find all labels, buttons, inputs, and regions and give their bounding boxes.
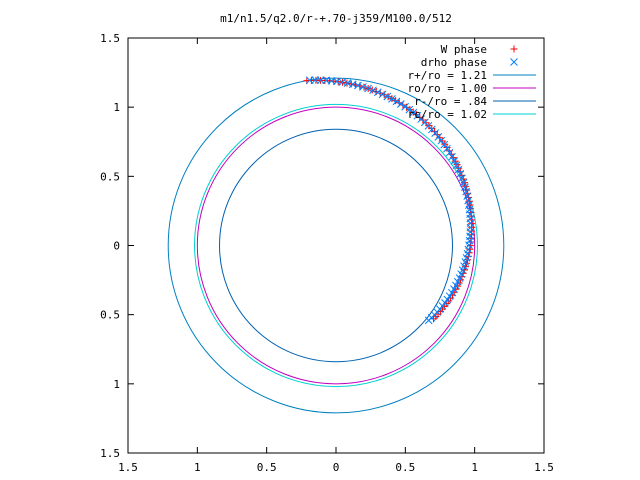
drho-phase-point xyxy=(460,262,468,270)
drho-phase-point xyxy=(392,97,401,106)
drho-phase-point xyxy=(450,157,459,165)
drho-phase-point xyxy=(378,90,387,99)
legend-item-4: ro/ro = 1.00 xyxy=(408,82,536,95)
legend-item-5: r-/ro = .84 xyxy=(414,95,536,108)
drho-phase-point xyxy=(374,88,382,97)
drho-phase-point xyxy=(445,292,454,301)
drho-phase-point xyxy=(364,84,372,93)
drho-phase-point xyxy=(452,161,461,170)
drho-phase-point xyxy=(311,76,320,84)
legend-label: rc/ro = 1.02 xyxy=(408,108,487,121)
x-tick-label: 1.5 xyxy=(118,461,138,474)
drho-phase-point xyxy=(457,270,466,278)
legend-item-6: rc/ro = 1.02 xyxy=(408,108,536,121)
legend-label: ro/ro = 1.00 xyxy=(408,82,487,95)
drho-phase-point xyxy=(462,187,470,196)
drho-phase-point xyxy=(348,80,357,89)
x-tick-label: 1.5 xyxy=(534,461,554,474)
x-tick-label: 0 xyxy=(333,461,340,474)
x-tick-label: 1 xyxy=(194,461,201,474)
y-tick-label: 0.5 xyxy=(100,170,120,183)
legend-label: W phase xyxy=(441,43,487,56)
y-tick-label: 1.5 xyxy=(100,32,120,45)
drho-phase-point xyxy=(434,133,443,141)
drho-phase-point xyxy=(354,81,362,90)
legend-swatch xyxy=(510,45,518,53)
drho-phase-point xyxy=(359,83,367,91)
y-tick-label: 1.5 xyxy=(100,447,120,460)
drho-phase-point xyxy=(383,92,392,101)
drho-phase-point xyxy=(458,174,466,183)
w-phase-point xyxy=(376,89,384,97)
legend-label: r+/ro = 1.21 xyxy=(408,69,487,82)
drho-phase-point xyxy=(445,148,454,157)
drho-phase-point xyxy=(459,178,468,187)
y-tick-label: 1 xyxy=(113,101,120,114)
circle-series-2 xyxy=(196,106,476,385)
drho-phase-point xyxy=(405,105,414,114)
drho-phase-point xyxy=(448,288,456,297)
drho-phase-point xyxy=(454,165,463,174)
drho-phase-point xyxy=(443,295,452,304)
drho-phase-point xyxy=(369,86,377,95)
drho-phase-point xyxy=(396,100,405,108)
w-phase-point xyxy=(334,78,342,86)
drho-phase-point xyxy=(458,266,467,274)
circle-series-4 xyxy=(194,103,478,388)
chart-title: m1/n1.5/q2.0/r-+.70-j359/M100.0/512 xyxy=(220,12,452,25)
x-tick-label: 1 xyxy=(471,461,478,474)
legend-label: drho phase xyxy=(421,56,487,69)
drho-phase-point xyxy=(461,183,469,192)
drho-phase-point xyxy=(452,281,460,290)
y-tick-label: 1 xyxy=(113,378,120,391)
y-tick-label: 0.5 xyxy=(100,309,120,322)
drho-phase-point xyxy=(448,152,456,161)
drho-phase-point xyxy=(455,274,464,282)
drho-phase-point xyxy=(388,94,396,103)
drho-phase-point xyxy=(456,170,465,178)
drho-phase-point xyxy=(450,285,458,294)
y-tick-label: 0 xyxy=(113,240,120,253)
drho-phase-point xyxy=(424,316,433,325)
circle-series-3 xyxy=(219,128,453,363)
drho-phase-point xyxy=(443,144,451,153)
drho-phase-point xyxy=(401,102,409,111)
legend-swatch xyxy=(510,58,518,66)
drho-phase-point xyxy=(453,277,462,286)
legend-label: r-/ro = .84 xyxy=(414,95,487,108)
drho-phase-point xyxy=(440,140,449,149)
drho-phase-point xyxy=(463,192,472,200)
legend-item-2: drho phase xyxy=(421,56,518,69)
x-tick-label: 0.5 xyxy=(257,461,277,474)
circle-series-1 xyxy=(167,77,505,414)
drho-phase-point xyxy=(437,136,446,145)
x-tick-label: 0.5 xyxy=(395,461,415,474)
drho-phase-point xyxy=(409,108,418,117)
legend-item-1: W phase xyxy=(441,43,518,56)
legend-item-3: r+/ro = 1.21 xyxy=(408,69,536,82)
